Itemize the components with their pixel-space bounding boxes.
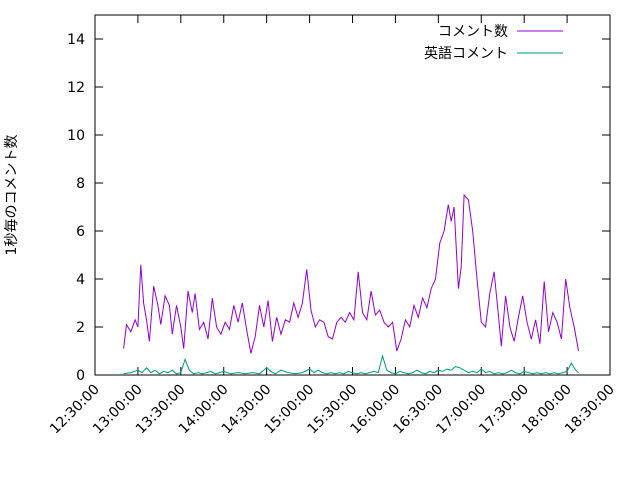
y-tick-label: 4 (76, 272, 85, 288)
y-tick-label: 0 (76, 368, 85, 384)
y-tick-label: 12 (67, 80, 85, 96)
plot-border (94, 14, 611, 376)
legend-label-comments: コメント数 (438, 24, 508, 40)
y-tick-label: 8 (76, 176, 85, 192)
series-line-english-comments (123, 353, 579, 375)
series-line-comments (123, 193, 579, 354)
y-tick-label: 14 (67, 32, 85, 48)
y-tick-label: 10 (67, 128, 85, 144)
legend-label-english-comments: 英語コメント (424, 45, 508, 62)
y-tick-label: 2 (76, 320, 85, 336)
y-tick-label: 6 (76, 224, 85, 240)
y-axis-label: 1秒毎のコメント数 (4, 135, 20, 256)
